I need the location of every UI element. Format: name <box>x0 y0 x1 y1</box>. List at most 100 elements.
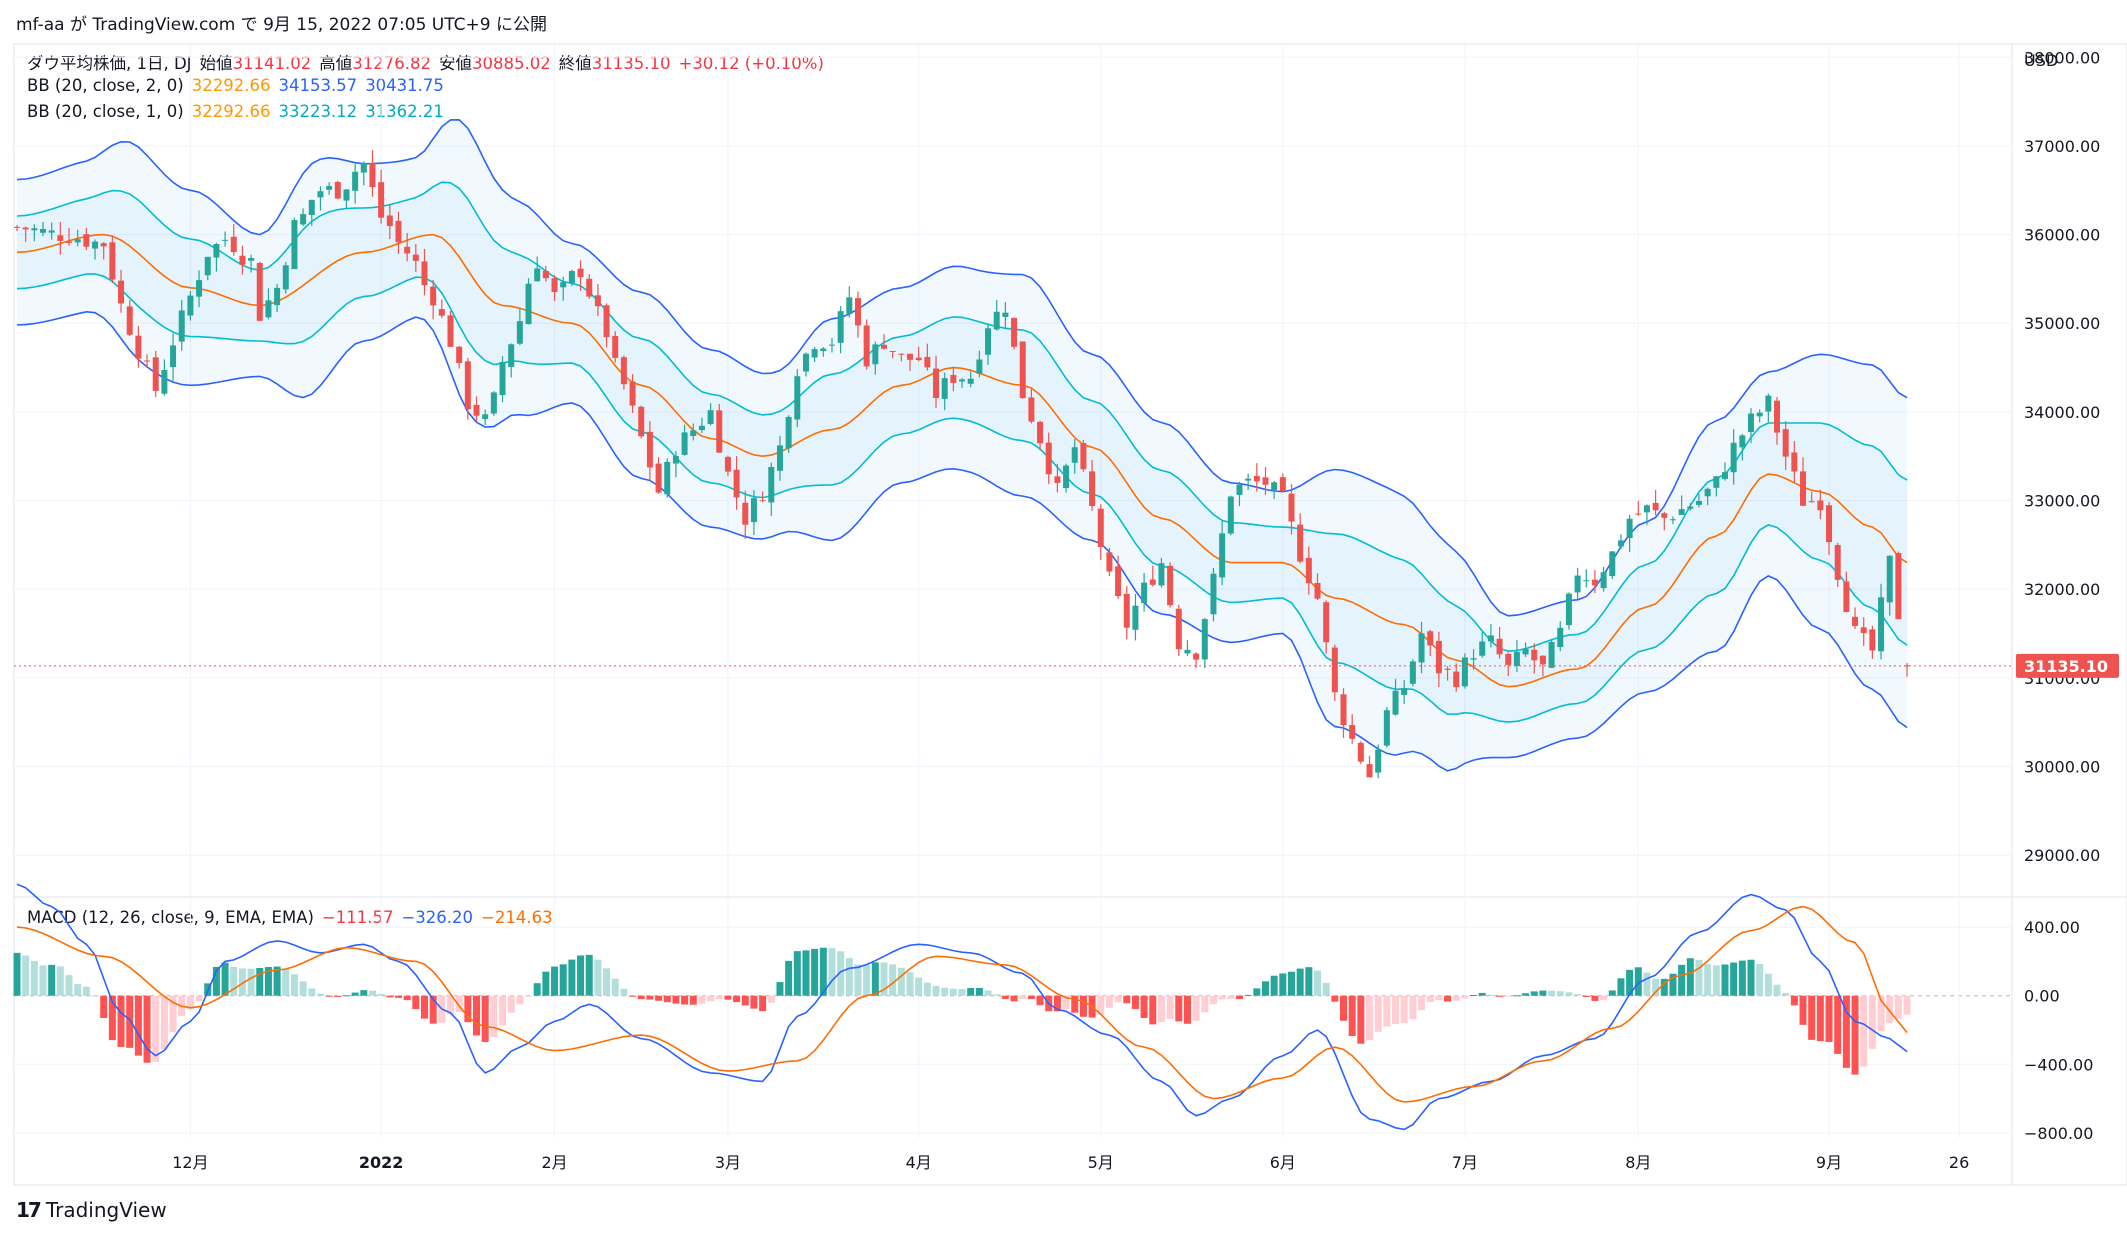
candle-body <box>74 239 81 243</box>
macd-histogram-bar <box>308 988 316 996</box>
macd-histogram-bar <box>212 966 220 996</box>
candle-body <box>456 346 463 364</box>
candle-body <box>1149 579 1156 585</box>
candles <box>14 150 2012 779</box>
candle-body <box>1678 509 1685 515</box>
macd-histogram-bar <box>915 977 923 996</box>
axes: 29000.0030000.0031000.0032000.0033000.00… <box>172 48 2119 1172</box>
macd-histogram-bar <box>1487 994 1495 996</box>
macd-histogram-bar <box>22 955 30 996</box>
macd-histogram-bar <box>819 947 827 996</box>
macd-histogram-bar <box>429 995 437 1024</box>
macd-histogram-bar <box>1053 995 1061 1012</box>
time-tick-label: 26 <box>1949 1153 1969 1172</box>
macd-line-value: −326.20 <box>401 908 474 927</box>
macd-histogram-bar <box>1175 995 1183 1022</box>
macd-histogram-bar <box>1010 995 1018 1002</box>
time-tick-label: 4月 <box>906 1153 932 1172</box>
macd-histogram-bar <box>1305 967 1313 996</box>
candle-body <box>256 262 263 321</box>
candle-body <box>22 227 29 230</box>
candle-body <box>48 230 55 233</box>
candle-body <box>1513 651 1520 666</box>
candle-body <box>690 430 697 436</box>
candle-body <box>1591 579 1598 586</box>
macd-histogram-bar <box>1166 995 1174 1020</box>
macd-histogram-bar <box>1227 995 1235 999</box>
bb1-lower-value: 30431.75 <box>365 76 444 95</box>
candle-body <box>248 258 255 261</box>
bb1-label[interactable]: BB (20, close, 2, 0) <box>27 76 184 95</box>
candle-body <box>1357 742 1364 762</box>
macd-histogram-bar <box>186 995 194 1010</box>
macd-histogram-bar <box>74 984 82 996</box>
candle-body <box>1817 500 1824 511</box>
macd-histogram-bar <box>1504 995 1512 997</box>
macd-label[interactable]: MACD (12, 26, close, 9, EMA, EMA) <box>27 908 314 927</box>
candle-body <box>100 243 107 247</box>
candle-body <box>1063 465 1070 489</box>
candle-body <box>395 220 402 243</box>
candle-body <box>1314 582 1321 599</box>
candle-body <box>1496 638 1503 655</box>
macd-histogram-bar <box>230 966 238 996</box>
candle-body <box>31 228 38 231</box>
macd-histogram-bar <box>707 995 715 1002</box>
macd-histogram-bar <box>958 988 966 996</box>
macd-histogram-bar <box>1001 995 1009 999</box>
macd-histogram-bar <box>1660 978 1668 996</box>
candle-body <box>92 241 99 249</box>
macd-histogram-bar <box>117 995 125 1047</box>
outer-band-fill <box>17 119 1908 771</box>
candle-body <box>1826 505 1833 543</box>
macd-histogram-bar <box>1834 995 1842 1054</box>
macd-histogram-bar <box>568 959 576 996</box>
symbol-title[interactable]: ダウ平均株価, 1日, DJ <box>27 54 192 73</box>
macd-histogram-bar <box>1452 995 1460 1001</box>
candle-body <box>1852 616 1859 626</box>
candle-body <box>655 463 662 493</box>
candle-body <box>126 306 133 335</box>
candle-body <box>1687 506 1694 509</box>
macd-histogram-bar <box>1816 995 1824 1042</box>
candle-body <box>950 374 957 383</box>
macd-histogram-bar <box>724 995 732 1000</box>
candle-body <box>1878 597 1885 652</box>
macd-histogram-bar <box>863 964 871 996</box>
macd-histogram-bar <box>351 992 359 996</box>
macd-histogram-bar <box>455 995 463 1012</box>
candle-body <box>1383 710 1390 746</box>
macd-histogram-bar <box>1097 995 1105 1015</box>
bb-upper-1 <box>16 181 1908 653</box>
candle-body <box>1904 665 1911 667</box>
macd-histogram-bar <box>238 968 246 996</box>
macd-histogram-bar <box>1643 972 1651 996</box>
price-tick-label: 30000.00 <box>2024 757 2100 776</box>
macd-histogram-bar <box>1340 995 1348 1021</box>
price-tick-label: 36000.00 <box>2024 226 2100 245</box>
macd-histogram-bar <box>993 994 1001 996</box>
macd-histogram-bar <box>1721 964 1729 996</box>
macd-histogram-bar <box>585 954 593 996</box>
macd-tick-label: 400.00 <box>2024 918 2080 937</box>
macd-tick-label: −400.00 <box>2024 1055 2093 1074</box>
last-price-label: 31135.10 <box>2024 657 2108 676</box>
candle-body <box>1479 641 1486 656</box>
candle-body <box>854 298 861 326</box>
candle-body <box>352 171 359 191</box>
candle-body <box>924 356 931 368</box>
candle-body <box>837 311 844 343</box>
macd-histogram-bar <box>1374 995 1382 1032</box>
candle-body <box>568 271 575 284</box>
tradingview-logo[interactable]: 𝟭𝟳 TradingView <box>16 1198 167 1222</box>
macd-histogram-bar <box>802 950 810 996</box>
candle-body <box>144 360 151 362</box>
macd-histogram-bar <box>1565 992 1573 996</box>
bb2-label[interactable]: BB (20, close, 1, 0) <box>27 102 184 121</box>
macd-histogram-bar <box>1019 995 1027 999</box>
macd-histogram-bar <box>1600 995 1608 1001</box>
macd-histogram-bar <box>559 964 567 996</box>
candle-body <box>482 414 489 420</box>
macd-histogram-bar <box>420 995 428 1019</box>
